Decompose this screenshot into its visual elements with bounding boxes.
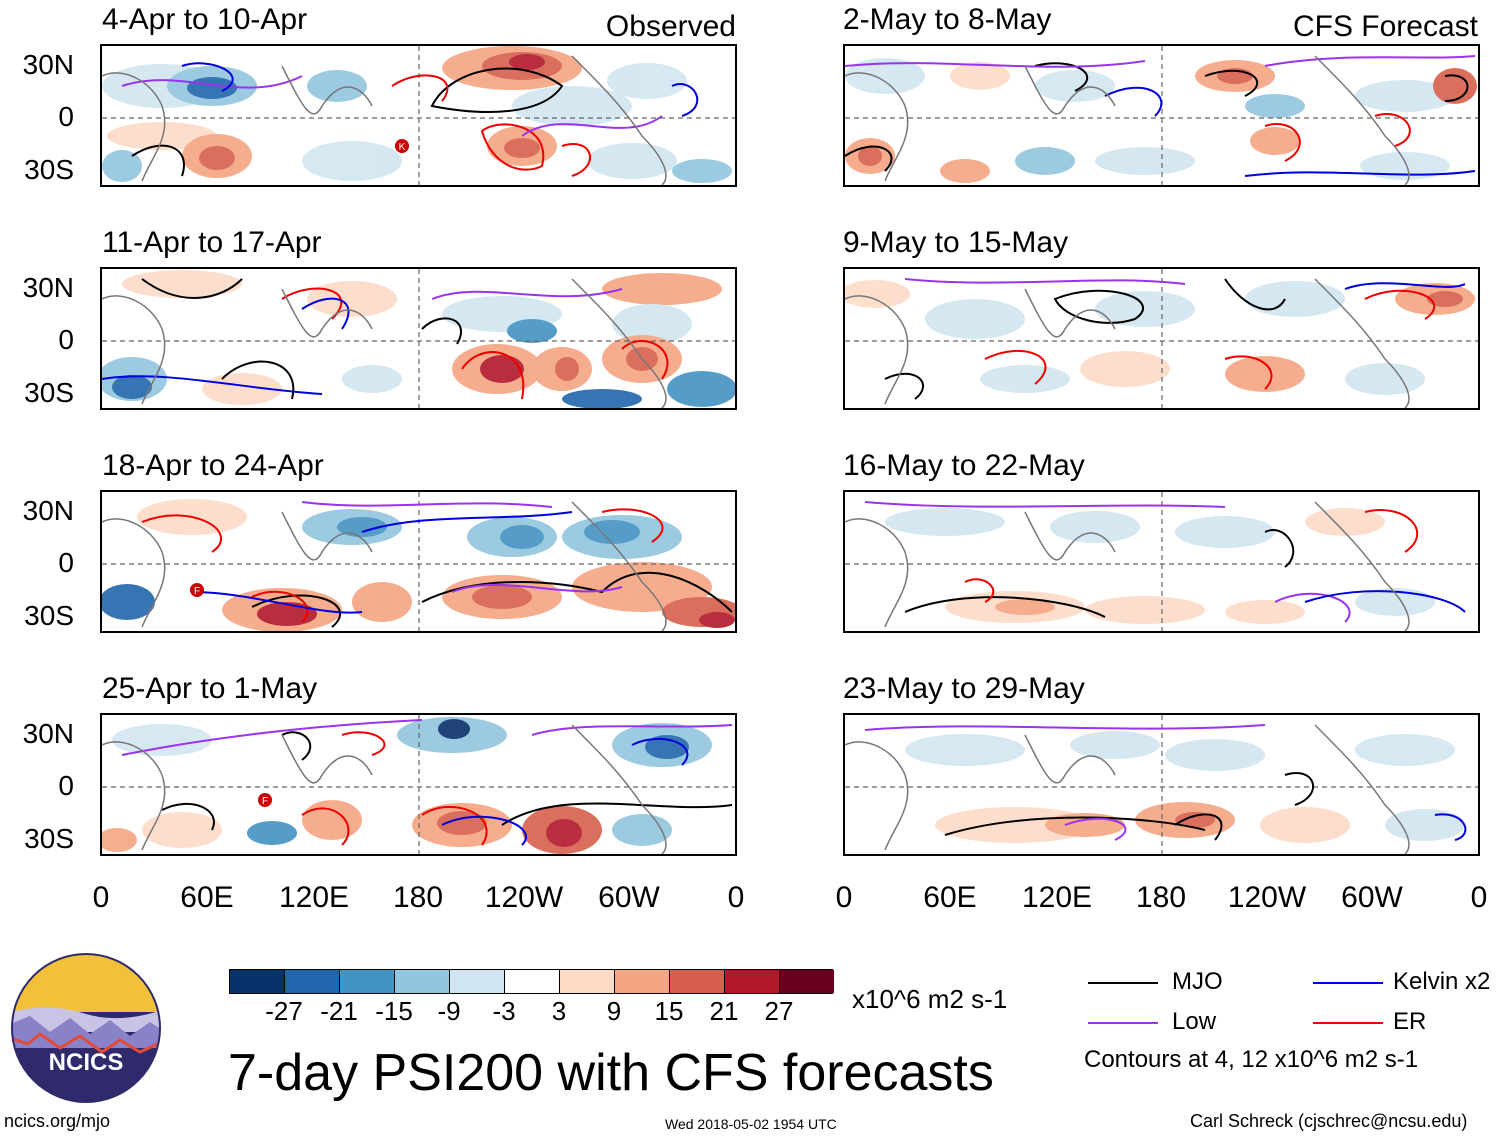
cfs-forecast-label: CFS Forecast bbox=[1292, 10, 1478, 43]
colorbar-units: x10^6 m2 s-1 bbox=[852, 984, 1008, 1014]
colorbar-tick: 3 bbox=[551, 996, 567, 1026]
map-panel-l4: F bbox=[100, 713, 737, 856]
map-panel-r1 bbox=[843, 44, 1480, 187]
lon-label: 180 bbox=[392, 881, 444, 914]
colorbar-cell bbox=[780, 970, 834, 993]
lat-label-30s: 30S bbox=[24, 600, 74, 631]
storm-marker-k bbox=[395, 139, 409, 153]
legend-label-mjo: MJO bbox=[1172, 968, 1223, 995]
storm-marker-f bbox=[190, 583, 204, 597]
observed-label: Observed bbox=[605, 10, 736, 43]
colorbar-cell bbox=[230, 970, 285, 993]
colorbar-cell bbox=[505, 970, 560, 993]
colorbar-tick: -27 bbox=[265, 996, 303, 1026]
lat-label-0: 0 bbox=[58, 547, 74, 578]
panel-title-r4: 23-May to 29-May bbox=[843, 672, 1085, 705]
ncics-logo-icon: NCICS bbox=[11, 953, 161, 1103]
panel-title-l2: 11-Apr to 17-Apr bbox=[102, 226, 322, 259]
colorbar-cell bbox=[670, 970, 725, 993]
colorbar-cell bbox=[340, 970, 395, 993]
lat-label-0: 0 bbox=[58, 770, 74, 801]
storm-marker-f-label: F bbox=[262, 796, 268, 807]
lon-label: 60E bbox=[923, 881, 977, 914]
lat-label-30n: 30N bbox=[22, 495, 74, 526]
map-panel-l3: F bbox=[100, 490, 737, 633]
map-field-r1 bbox=[845, 46, 1478, 185]
ncics-logo: NCICS bbox=[10, 952, 162, 1104]
panel-title-r1: 2-May to 8-May bbox=[843, 3, 1052, 36]
colorbar-cell bbox=[560, 970, 615, 993]
storm-marker-f bbox=[258, 793, 272, 807]
colorbar-cell bbox=[285, 970, 340, 993]
footer-url[interactable]: ncics.org/mjo bbox=[4, 1111, 111, 1131]
legend-label-er: ER bbox=[1393, 1008, 1427, 1035]
lon-label: 60E bbox=[180, 881, 234, 914]
lat-label-0: 0 bbox=[58, 324, 74, 355]
lon-label: 60W bbox=[598, 881, 660, 914]
contour-note: Contours at 4, 12 x10^6 m2 s-1 bbox=[1084, 1046, 1419, 1073]
lon-label: 0 bbox=[727, 881, 745, 914]
footer-credit: Carl Schreck (cjschrec@ncsu.edu) bbox=[1190, 1111, 1468, 1131]
map-panel-r4 bbox=[843, 713, 1480, 856]
colorbar-tick: 27 bbox=[764, 996, 794, 1026]
lat-label-30s: 30S bbox=[24, 823, 74, 854]
colorbar-cell bbox=[450, 970, 505, 993]
panel-title-r2: 9-May to 15-May bbox=[843, 226, 1069, 259]
map-panel-l1: K bbox=[100, 44, 737, 187]
map-field-l4: F bbox=[102, 715, 735, 854]
legend-line-er bbox=[1313, 1022, 1383, 1024]
lon-label: 0 bbox=[835, 881, 853, 914]
map-panel-r3 bbox=[843, 490, 1480, 633]
storm-marker-k-label: K bbox=[399, 142, 406, 153]
legend-label-kelvin: Kelvin x2 bbox=[1393, 968, 1491, 995]
logo-text: NCICS bbox=[49, 1049, 124, 1076]
colorbar-tick: -3 bbox=[492, 996, 516, 1026]
lat-label-30s: 30S bbox=[24, 377, 74, 408]
lat-label-30n: 30N bbox=[22, 272, 74, 303]
colorbar-tick: 21 bbox=[709, 996, 739, 1026]
map-panel-l2 bbox=[100, 267, 737, 410]
panel-title-r3: 16-May to 22-May bbox=[843, 449, 1085, 482]
map-field-l3: F bbox=[102, 492, 735, 631]
lon-label: 180 bbox=[1135, 881, 1187, 914]
legend-line-kelvin bbox=[1313, 982, 1383, 984]
lon-label: 120E bbox=[278, 881, 350, 914]
colorbar-cell bbox=[395, 970, 450, 993]
map-field-l1: K bbox=[102, 46, 735, 185]
colorbar-cell bbox=[725, 970, 780, 993]
lat-label-30n: 30N bbox=[22, 718, 74, 749]
colorbar-tick: -21 bbox=[320, 996, 358, 1026]
legend-label-low: Low bbox=[1172, 1008, 1217, 1035]
storm-marker-f-label: F bbox=[194, 586, 200, 597]
map-field-r4 bbox=[845, 715, 1478, 854]
figure-title: 7-day PSI200 with CFS forecasts bbox=[228, 1044, 994, 1102]
colorbar-cell bbox=[615, 970, 670, 993]
lon-label: 0 bbox=[92, 881, 110, 914]
lat-label-30n: 30N bbox=[22, 49, 74, 80]
map-field-l2 bbox=[102, 269, 735, 408]
map-field-r3 bbox=[845, 492, 1478, 631]
lon-label: 120W bbox=[1227, 881, 1307, 914]
legend-line-low bbox=[1088, 1022, 1158, 1024]
legend-line-mjo bbox=[1088, 982, 1158, 984]
panel-title-l3: 18-Apr to 24-Apr bbox=[102, 449, 324, 482]
lon-label: 60W bbox=[1341, 881, 1403, 914]
lat-label-30s: 30S bbox=[24, 154, 74, 185]
lon-label: 120E bbox=[1021, 881, 1093, 914]
colorbar-tick: -9 bbox=[437, 996, 461, 1026]
lon-label: 0 bbox=[1470, 881, 1488, 914]
colorbar-tick: 15 bbox=[654, 996, 684, 1026]
lat-label-0: 0 bbox=[58, 101, 74, 132]
panel-title-l4: 25-Apr to 1-May bbox=[102, 672, 318, 705]
colorbar-tick: 9 bbox=[606, 996, 622, 1026]
panel-title-l1: 4-Apr to 10-Apr bbox=[102, 3, 308, 36]
colorbar bbox=[229, 969, 834, 994]
lon-label: 120W bbox=[484, 881, 564, 914]
map-field-r2 bbox=[845, 269, 1478, 408]
map-panel-r2 bbox=[843, 267, 1480, 410]
footer-timestamp: Wed 2018-05-02 1954 UTC bbox=[665, 1116, 837, 1132]
colorbar-tick: -15 bbox=[375, 996, 413, 1026]
